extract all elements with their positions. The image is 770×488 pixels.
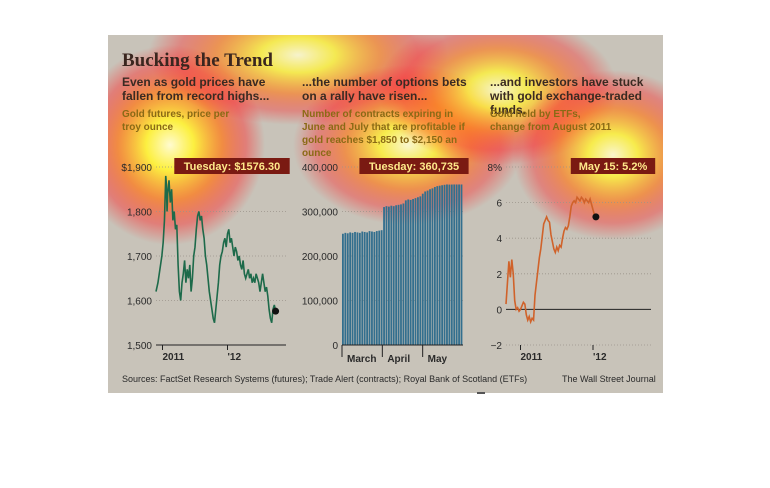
options-y-tick-label: 100,000	[302, 297, 339, 308]
options-bar	[371, 231, 373, 345]
options-bar	[375, 231, 378, 345]
options-bar	[443, 184, 446, 345]
options-bar	[346, 233, 349, 345]
panel-2-subtitle: Number of contracts expiring in June and…	[302, 109, 465, 159]
options-bar	[385, 206, 388, 345]
options-bar	[426, 190, 429, 345]
etf-y-tick-label: 4	[496, 234, 502, 245]
sources-note: Sources: FactSet Research Systems (futur…	[122, 374, 528, 384]
options-y-tick-label: 300,000	[302, 208, 339, 219]
etf-callout-bg	[570, 158, 656, 174]
options-bar	[419, 196, 422, 345]
options-bar	[404, 200, 407, 345]
options-bar	[358, 232, 361, 345]
options-bar	[363, 231, 366, 345]
options-bar	[390, 205, 393, 345]
etf-x-tick-label: '12	[593, 352, 607, 363]
options-bar	[448, 184, 451, 345]
etf-last-point	[592, 213, 600, 221]
options-x-tick-label: April	[387, 354, 410, 365]
options-bar	[453, 184, 456, 345]
options-bar	[354, 231, 356, 345]
options-bar	[441, 185, 444, 345]
panel-3-subtitle: Gold held by ETFs, change from August 20…	[490, 109, 612, 133]
options-bar	[392, 206, 395, 345]
stray-mark	[477, 392, 485, 394]
options-callout: Tuesday: 360,735	[369, 161, 459, 173]
options-bar	[378, 230, 381, 345]
options-x-tick-label: May	[428, 354, 448, 365]
options-bar	[387, 206, 390, 345]
etf-y-tick-label: 8%	[488, 163, 503, 174]
options-callout-bg	[359, 158, 469, 174]
options-bar	[400, 204, 402, 345]
gold-y-tick-label: 1,800	[127, 208, 152, 219]
options-bar	[433, 187, 436, 345]
options-bar	[349, 232, 352, 345]
options-bar	[429, 189, 431, 345]
etf-y-tick-label: 2	[496, 270, 502, 281]
options-bar	[417, 197, 419, 345]
etf-callout: May 15: 5.2%	[579, 161, 648, 173]
gold-last-point	[272, 307, 280, 315]
options-bar	[397, 204, 400, 345]
etf-y-tick-label: 0	[496, 305, 502, 316]
options-bar	[424, 191, 427, 345]
panel-1-subtitle: Gold futures, price per troy ounce	[122, 109, 230, 133]
options-y-tick-label: 200,000	[302, 252, 339, 263]
etf-change-line	[505, 195, 597, 325]
gold-x-tick-label: 2011	[163, 352, 185, 363]
etf-y-tick-label: 6	[496, 199, 502, 210]
options-y-tick-label: 400,000	[302, 163, 339, 174]
options-bar	[383, 207, 385, 345]
options-bar	[412, 199, 414, 345]
gold-y-tick-label: $1,900	[121, 163, 152, 174]
options-bar	[342, 233, 344, 345]
options-bar	[407, 199, 410, 345]
options-bar	[446, 184, 448, 345]
chart-figure: Bucking the Trend Even as gold prices ha…	[108, 35, 663, 393]
options-bar	[460, 184, 463, 345]
options-bar	[368, 231, 371, 345]
options-bar	[361, 231, 364, 345]
options-bar	[450, 184, 453, 345]
options-bar	[455, 184, 458, 345]
options-bar	[414, 198, 417, 345]
gold-callout: Tuesday: $1576.30	[184, 161, 280, 173]
options-bar	[356, 232, 359, 345]
gold-y-tick-label: 1,600	[127, 297, 152, 308]
options-bar	[344, 232, 347, 345]
figure-title: Bucking the Trend	[122, 50, 273, 71]
options-bar	[421, 193, 424, 345]
options-bar	[436, 186, 439, 345]
credit-line: The Wall Street Journal	[562, 374, 656, 384]
panel-1-headline: Even as gold prices have fallen from rec…	[122, 75, 270, 103]
gold-y-tick-label: 1,700	[127, 252, 152, 263]
options-y-tick-label: 0	[332, 341, 338, 352]
options-bar	[431, 188, 434, 345]
gold-callout-bg	[174, 158, 290, 174]
gold-price-line	[155, 175, 277, 323]
gold-y-tick-label: 1,500	[127, 341, 152, 352]
options-bar	[458, 184, 460, 345]
options-bar	[366, 232, 369, 345]
options-bar	[373, 231, 376, 345]
etf-x-tick-label: 2011	[521, 352, 543, 363]
options-bar	[395, 205, 398, 345]
options-bar	[380, 230, 383, 345]
gold-x-tick-label: '12	[228, 352, 242, 363]
etf-y-tick-label: −2	[491, 341, 503, 352]
options-bar	[438, 185, 441, 345]
panel-2-headline: ...the number of options bets on a rally…	[302, 75, 467, 103]
options-bar	[402, 203, 405, 345]
charts-layer: $1,900 1,800 1,700 1,600 1,500 2011 '12 Tuesday…	[121, 158, 656, 365]
options-bar	[409, 199, 412, 345]
options-bar	[351, 232, 354, 345]
options-x-tick-label: March	[347, 354, 376, 365]
panel-3-headline: ...and investors have stuck with gold ex…	[490, 75, 644, 117]
attention-heatmap-overlay	[108, 35, 663, 245]
